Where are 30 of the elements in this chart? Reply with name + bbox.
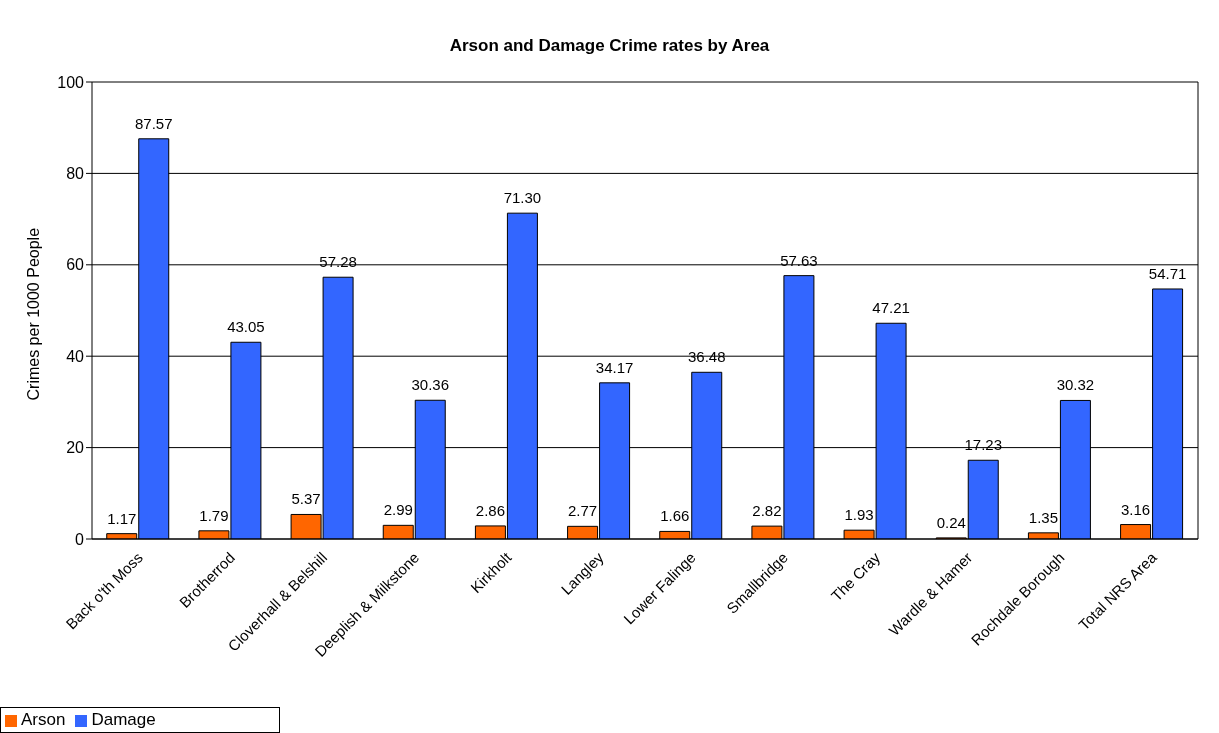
data-label: 1.17 [107,509,137,527]
data-label: 43.05 [227,318,265,336]
data-label: 1.35 [1028,508,1059,526]
legend-label: Arson [21,710,66,729]
data-label: 3.16 [1120,500,1151,518]
y-tick-label: 80 [66,165,85,183]
data-label: 54.71 [1148,264,1187,282]
data-label: 0.24 [936,513,966,531]
data-label: 2.86 [475,501,506,519]
y-tick-label: 20 [66,439,85,457]
data-label: 47.21 [872,299,910,317]
data-label: 71.30 [503,189,542,207]
data-label: 1.66 [660,507,690,525]
data-label: 1.79 [199,506,229,524]
y-tick-label: 0 [75,530,85,548]
data-label: 1.93 [844,506,874,524]
data-label: 2.77 [567,502,598,520]
data-label: 87.57 [134,114,173,132]
data-label: 30.36 [411,376,450,394]
data-label: 2.82 [752,502,782,520]
y-tick-label: 40 [66,347,85,365]
y-tick-label: 100 [57,73,85,91]
chart-title: Arson and Damage Crime rates by Area [448,36,771,56]
data-label: 34.17 [595,358,634,376]
data-label: 5.37 [291,490,321,508]
y-tick-label: 60 [66,256,85,274]
data-label: 2.99 [383,501,413,519]
data-label: 30.32 [1056,376,1095,394]
y-axis-title: Crimes per 1000 People [24,227,42,401]
legend-label: Damage [91,710,156,729]
